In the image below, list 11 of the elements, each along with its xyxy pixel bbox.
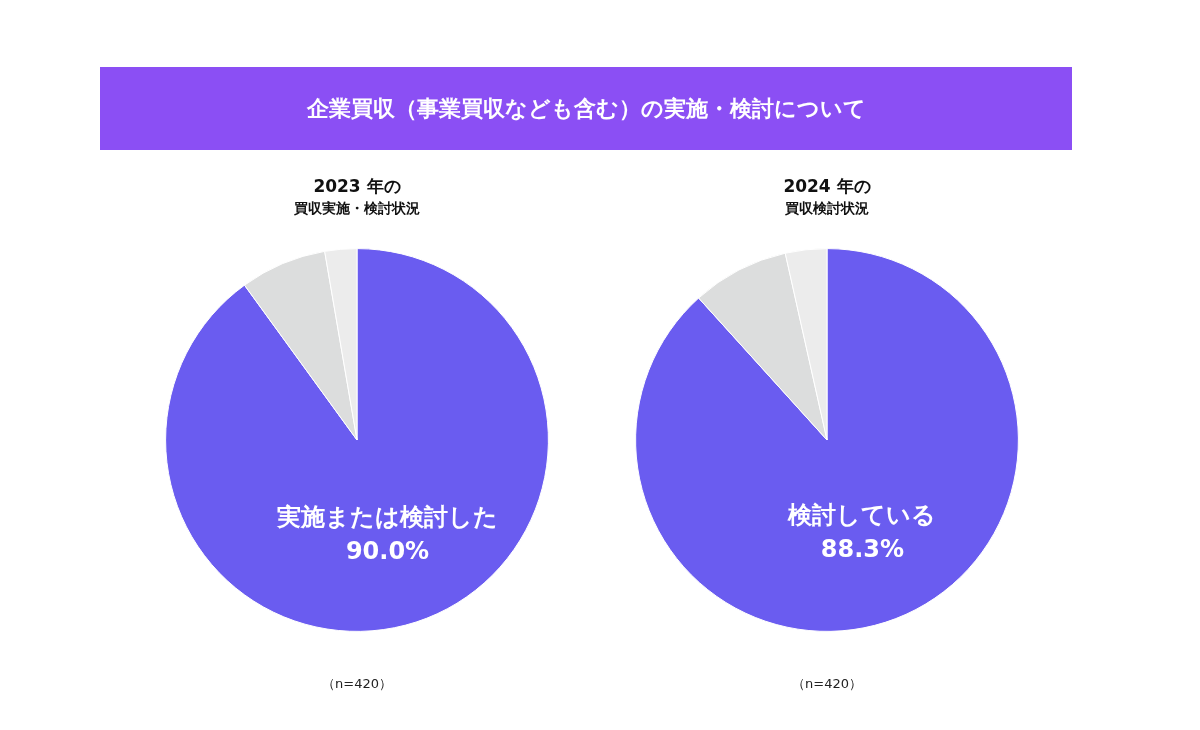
chart-subtitle: 買収実施・検討状況 [293, 199, 421, 218]
chart-subtitle: 買収検討状況 [784, 199, 870, 218]
data-label: 88.3% [820, 535, 905, 564]
text: （n=420） [791, 675, 863, 693]
chart-title: 2023 年の [312, 175, 402, 197]
text: 企業買収（事業買収なども含む）の実施・検討について [100, 67, 1072, 150]
data-label: 90.0% [345, 536, 430, 565]
text: （n=420） [321, 675, 393, 693]
slice-label: 検討している [787, 501, 937, 530]
slice-label: 実施または検討した [276, 502, 498, 531]
chart-title: 2024 年の [782, 175, 872, 197]
